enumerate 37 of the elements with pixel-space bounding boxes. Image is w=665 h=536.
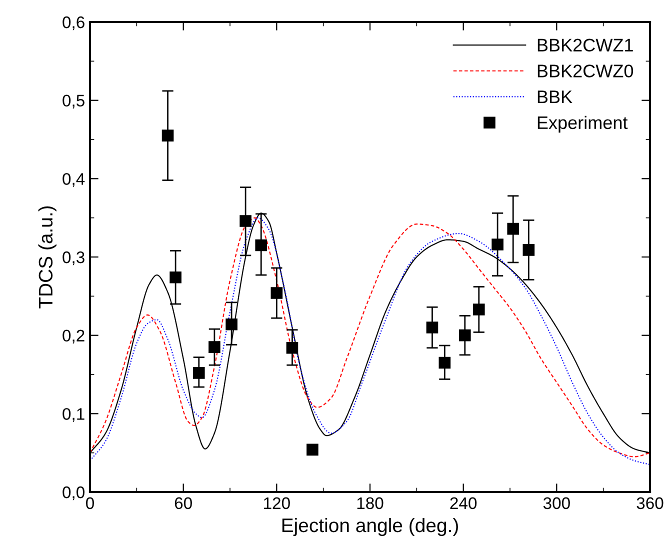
point	[507, 222, 520, 235]
legend-label: BBK2CWZ1	[538, 38, 633, 52]
point	[438, 356, 451, 369]
y-tick-label: 0,1	[62, 408, 84, 422]
y-tick-label: 0,0	[62, 486, 84, 500]
point	[170, 271, 182, 284]
x-tick-label: 120	[264, 497, 290, 510]
point	[522, 244, 535, 256]
x-tick-label: 180	[357, 497, 384, 510]
point	[426, 322, 438, 334]
point	[162, 130, 174, 142]
x-tick-label: 0	[86, 497, 94, 510]
y-tick-label: 0,4	[62, 173, 85, 187]
x-tick-label: 300	[543, 497, 570, 510]
point	[306, 444, 318, 456]
point	[458, 329, 471, 342]
point	[286, 342, 298, 354]
point	[270, 287, 283, 299]
point	[240, 215, 252, 227]
y-tick-label: 0,5	[62, 94, 84, 109]
x-tick-label: 240	[450, 497, 477, 510]
x-tick-label: 360	[636, 497, 664, 510]
y-tick-label: 0,3	[62, 251, 84, 266]
y-tick-label: 0,2	[62, 330, 84, 344]
legend-label: BBK2CWZ0	[538, 64, 634, 78]
point	[192, 367, 205, 379]
y-axis-title: TDCS (a.u.)	[38, 206, 56, 308]
point	[226, 318, 238, 330]
point	[255, 239, 268, 252]
x-tick-label: 60	[174, 497, 192, 510]
x-axis-title: Ejection angle (deg.)	[282, 518, 458, 536]
legend-label: Experiment	[538, 116, 628, 133]
point	[208, 341, 220, 353]
point	[472, 304, 485, 316]
y-tick-label: 0,6	[62, 16, 84, 30]
point	[492, 238, 504, 250]
legend-label: BBK	[538, 90, 572, 104]
